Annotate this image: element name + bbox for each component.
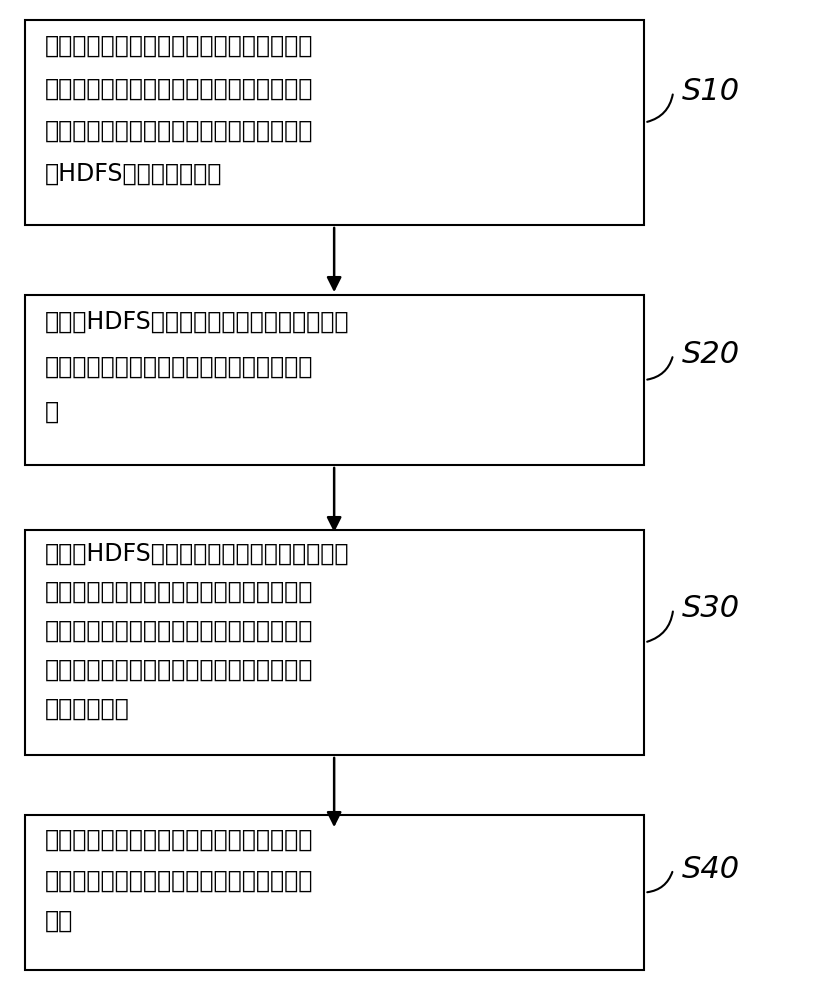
Text: 据输入至机器人智库，其中，所述机器人智: 据输入至机器人智库，其中，所述机器人智 [45, 580, 314, 604]
Text: 在所述HDFS分布式存储系统中对所述人类社: 在所述HDFS分布式存储系统中对所述人类社 [45, 310, 350, 334]
Text: S20: S20 [681, 340, 740, 369]
Text: 新信息，所述新信息通过与节点子集链接的: 新信息，所述新信息通过与节点子集链接的 [45, 658, 314, 682]
Bar [25, 530, 644, 755]
Text: 括HDFS分布式存储系统: 括HDFS分布式存储系统 [45, 162, 222, 186]
Text: 智库: 智库 [45, 909, 73, 933]
Bar [25, 20, 644, 225]
Text: 将人类社会大数据、以及不同机器人云脑服: 将人类社会大数据、以及不同机器人云脑服 [45, 34, 314, 58]
Text: 中心存储，其中，所述机器人大数据中心包: 中心存储，其中，所述机器人大数据中心包 [45, 119, 314, 143]
Text: 理: 理 [45, 399, 59, 423]
Text: 库用于不间断地实时获取以边集形式呈现的: 库用于不间断地实时获取以边集形式呈现的 [45, 619, 314, 643]
Text: 在所述机器人智库中，通过机器人云脑搜索: 在所述机器人智库中，通过机器人云脑搜索 [45, 827, 314, 851]
Bar [25, 295, 644, 465]
Text: S30: S30 [681, 594, 740, 623]
Text: 务产生的机器人大数据传输至机器人大数据: 务产生的机器人大数据传输至机器人大数据 [45, 76, 314, 100]
Text: 方式得到表征: 方式得到表征 [45, 696, 130, 720]
Text: 知识和执行任务，以检验和改进所述机器人: 知识和执行任务，以检验和改进所述机器人 [45, 868, 314, 892]
Bar [25, 815, 644, 970]
Text: 会大数据以及所述机器人大数据进行数据处: 会大数据以及所述机器人大数据进行数据处 [45, 355, 314, 379]
Text: S40: S40 [681, 855, 740, 884]
Text: 将所述HDFS分布式存储系统输出处理后的数: 将所述HDFS分布式存储系统输出处理后的数 [45, 541, 350, 565]
Text: S10: S10 [681, 77, 740, 106]
